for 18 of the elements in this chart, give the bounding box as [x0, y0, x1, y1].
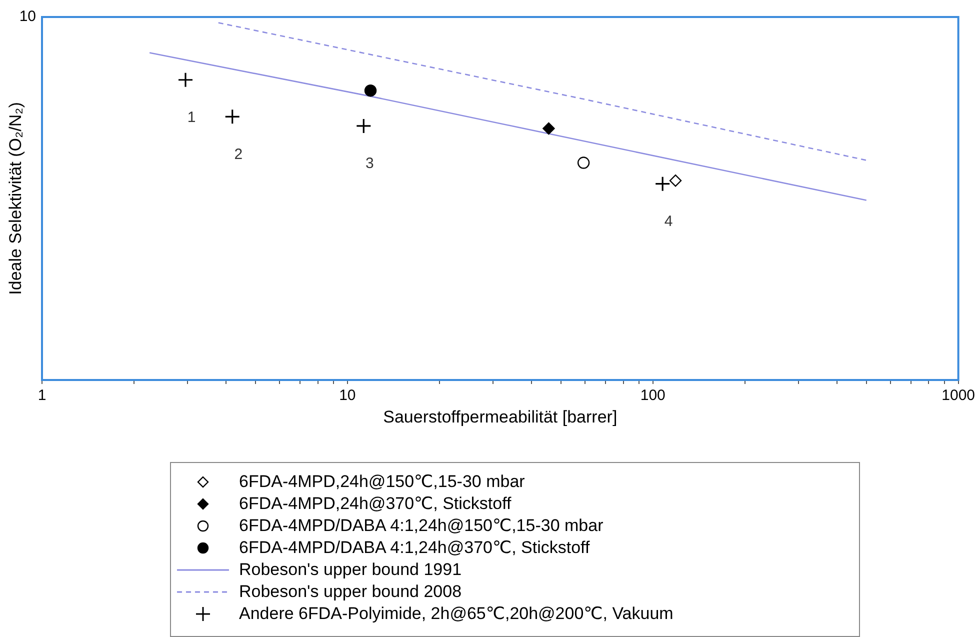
legend-label: 6FDA-4MPD/DABA 4:1,24h@370℃, Stickstoff [239, 538, 590, 558]
x-tick-label: 100 [640, 387, 666, 404]
annotation: 2 [234, 146, 243, 163]
x-tick-label: 10 [339, 387, 356, 404]
text: 10 [19, 8, 36, 26]
legend-label: Robeson's upper bound 1991 [239, 560, 462, 580]
x-axis-title: Sauerstoffpermeabilität [barrer] [383, 407, 618, 426]
annotation: 4 [664, 212, 673, 230]
x-tick-label: 1000 [942, 387, 976, 404]
legend-label: Robeson's upper bound 2008 [239, 582, 462, 602]
annotation: 1 [187, 109, 196, 126]
legend-label: 6FDA-4MPD,24h@150℃,15-30 mbar [239, 472, 525, 492]
x-tick-label: 1 [38, 387, 46, 404]
legend-label: Andere 6FDA-Polyimide, 2h@65℃,20h@200℃, Vakuum [239, 604, 674, 624]
y-axis-title: Ideale Selektivität (O₂/N₂) [6, 102, 25, 295]
legend-label: 6FDA-4MPD,24h@370℃, Stickstoff [239, 494, 512, 514]
legend-label: 6FDA-4MPD/DABA 4:1,24h@150℃,15-30 mbar [239, 516, 604, 536]
annotation: 3 [365, 155, 374, 172]
